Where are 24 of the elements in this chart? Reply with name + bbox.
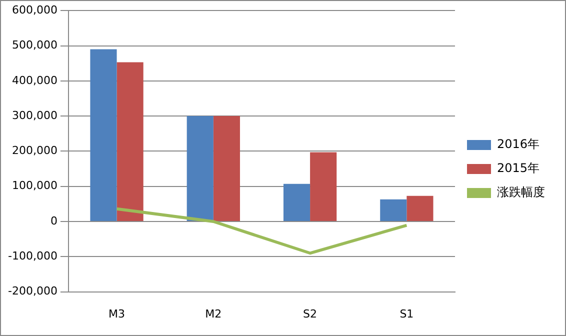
bar <box>283 184 310 221</box>
bar <box>406 196 434 221</box>
legend-label: 2016年 <box>497 137 540 152</box>
legend-label: 涨跌幅度 <box>497 185 545 200</box>
y-tick-label: 100,000 <box>12 179 58 192</box>
y-tick-label: 400,000 <box>12 74 58 87</box>
bar <box>90 49 117 221</box>
bar <box>213 116 240 221</box>
bar <box>186 116 214 221</box>
y-tick-label: -200,000 <box>8 284 58 298</box>
y-tick-label: 0 <box>50 214 58 228</box>
y-tick-label: 500,000 <box>12 38 58 52</box>
legend-label: 2015年 <box>497 161 540 176</box>
bar <box>380 199 407 221</box>
y-tick-label: 300,000 <box>12 108 58 122</box>
x-tick-label: S1 <box>400 307 414 320</box>
y-tick-label: 600,000 <box>12 3 58 16</box>
x-tick-label: M3 <box>108 307 126 320</box>
x-tick-label: M2 <box>205 307 222 320</box>
x-tick-label: S2 <box>303 307 318 320</box>
y-tick-label: -100,000 <box>8 250 58 263</box>
y-tick-label: 200,000 <box>12 144 58 158</box>
bar <box>310 152 337 221</box>
bar <box>116 62 144 221</box>
